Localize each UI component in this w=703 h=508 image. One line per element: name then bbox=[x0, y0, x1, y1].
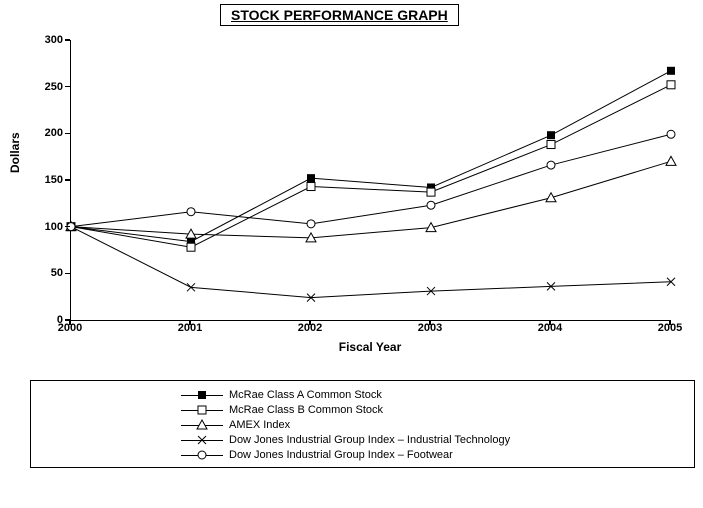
x-tick-label: 2005 bbox=[658, 322, 682, 334]
y-tick bbox=[65, 179, 70, 181]
legend-swatch bbox=[181, 433, 223, 447]
legend-label: McRae Class A Common Stock bbox=[229, 389, 382, 401]
plot-region bbox=[70, 40, 671, 321]
series-marker-dj-footwear bbox=[667, 130, 675, 138]
series-marker-mcrae-b bbox=[547, 141, 555, 149]
legend-swatch bbox=[181, 388, 223, 402]
series-marker-mcrae-b bbox=[667, 81, 675, 89]
series-marker-mcrae-b bbox=[187, 243, 195, 251]
series-marker-amex bbox=[546, 193, 556, 202]
y-tick bbox=[65, 273, 70, 275]
y-tick-label: 250 bbox=[23, 81, 63, 93]
x-axis-label: Fiscal Year bbox=[70, 340, 670, 354]
chart-area: Dollars Fiscal Year 05010015020025030020… bbox=[0, 30, 703, 370]
y-tick bbox=[65, 39, 70, 41]
legend-item-amex: AMEX Index bbox=[41, 418, 684, 432]
chart-title: STOCK PERFORMANCE GRAPH bbox=[220, 4, 459, 26]
y-tick-label: 50 bbox=[23, 267, 63, 279]
series-marker-mcrae-a bbox=[547, 131, 555, 139]
series-marker-mcrae-a bbox=[307, 174, 315, 182]
y-tick-label: 150 bbox=[23, 174, 63, 186]
y-tick bbox=[65, 226, 70, 228]
legend-item-mcrae-a: McRae Class A Common Stock bbox=[41, 388, 684, 402]
legend-label: Dow Jones Industrial Group Index – Indus… bbox=[229, 434, 510, 446]
series-marker-dj-footwear bbox=[187, 208, 195, 216]
y-tick bbox=[65, 86, 70, 88]
legend-label: AMEX Index bbox=[229, 419, 290, 431]
legend-swatch bbox=[181, 403, 223, 417]
series-marker-dj-footwear bbox=[307, 220, 315, 228]
legend-item-dj-tech: Dow Jones Industrial Group Index – Indus… bbox=[41, 433, 684, 447]
series-line-dj-footwear bbox=[71, 134, 671, 226]
legend-item-dj-footwear: Dow Jones Industrial Group Index – Footw… bbox=[41, 448, 684, 462]
series-line-dj-tech bbox=[71, 227, 671, 298]
x-tick-label: 2004 bbox=[538, 322, 562, 334]
x-tick-label: 2003 bbox=[418, 322, 442, 334]
series-marker-mcrae-b bbox=[307, 183, 315, 191]
y-tick-label: 200 bbox=[23, 127, 63, 139]
series-marker-amex bbox=[666, 156, 676, 165]
series-marker-mcrae-b bbox=[427, 188, 435, 196]
series-marker-dj-footwear bbox=[427, 201, 435, 209]
series-line-amex bbox=[71, 161, 671, 238]
y-tick bbox=[65, 133, 70, 135]
series-marker-mcrae-a bbox=[667, 67, 675, 75]
x-tick-label: 2002 bbox=[298, 322, 322, 334]
y-axis-label: Dollars bbox=[8, 132, 22, 173]
series-marker-dj-footwear bbox=[547, 161, 555, 169]
legend-swatch bbox=[181, 418, 223, 432]
series-line-mcrae-a bbox=[71, 71, 671, 242]
legend-swatch bbox=[181, 448, 223, 462]
legend-label: McRae Class B Common Stock bbox=[229, 404, 383, 416]
line-layer bbox=[71, 40, 671, 320]
legend: McRae Class A Common Stock McRae Class B … bbox=[30, 380, 695, 468]
x-tick-label: 2000 bbox=[58, 322, 82, 334]
legend-item-mcrae-b: McRae Class B Common Stock bbox=[41, 403, 684, 417]
legend-label: Dow Jones Industrial Group Index – Footw… bbox=[229, 449, 453, 461]
x-tick-label: 2001 bbox=[178, 322, 202, 334]
y-tick-label: 100 bbox=[23, 221, 63, 233]
y-tick-label: 300 bbox=[23, 34, 63, 46]
series-line-mcrae-b bbox=[71, 85, 671, 247]
